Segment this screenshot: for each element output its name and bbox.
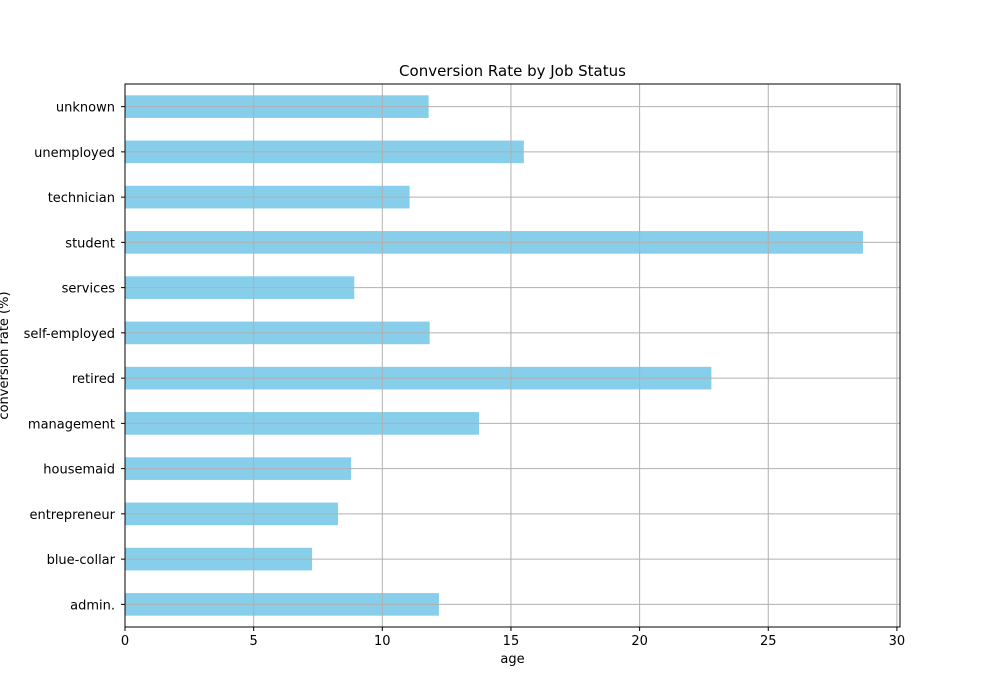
chart-title: Conversion Rate by Job Status <box>399 62 626 80</box>
x-ticks: 0 5 10 15 20 25 30 <box>121 627 905 649</box>
y-tick-label: student <box>65 236 115 251</box>
y-tick-label: unknown <box>56 101 115 116</box>
grid-layer <box>124 84 900 627</box>
y-tick-label: self-employed <box>24 327 115 342</box>
y-tick-label: technician <box>48 191 115 206</box>
x-tick-label: 20 <box>631 634 648 649</box>
y-axis-label: conversion rate (%) <box>0 291 12 419</box>
plot-frame <box>124 83 901 628</box>
y-tick-label: admin. <box>70 598 115 613</box>
x-axis-label: age <box>500 652 524 667</box>
x-tick-label: 10 <box>374 634 391 649</box>
x-tick-label: 5 <box>250 634 258 649</box>
y-tick-label: retired <box>72 372 115 387</box>
x-tick-label: 30 <box>889 634 906 649</box>
x-tick-label: 15 <box>503 634 520 649</box>
y-tick-label: blue-collar <box>47 553 116 568</box>
y-ticks: admin. blue-collar entrepreneur housemaid ma… <box>24 101 125 613</box>
x-tick-label: 25 <box>760 634 777 649</box>
y-tick-label: management <box>28 417 115 432</box>
y-tick-label: unemployed <box>34 146 115 161</box>
y-tick-label: services <box>62 282 116 297</box>
y-tick-label: housemaid <box>43 463 115 478</box>
bars-layer <box>125 95 863 616</box>
x-tick-label: 0 <box>121 634 129 649</box>
y-tick-label: entrepreneur <box>29 508 115 523</box>
